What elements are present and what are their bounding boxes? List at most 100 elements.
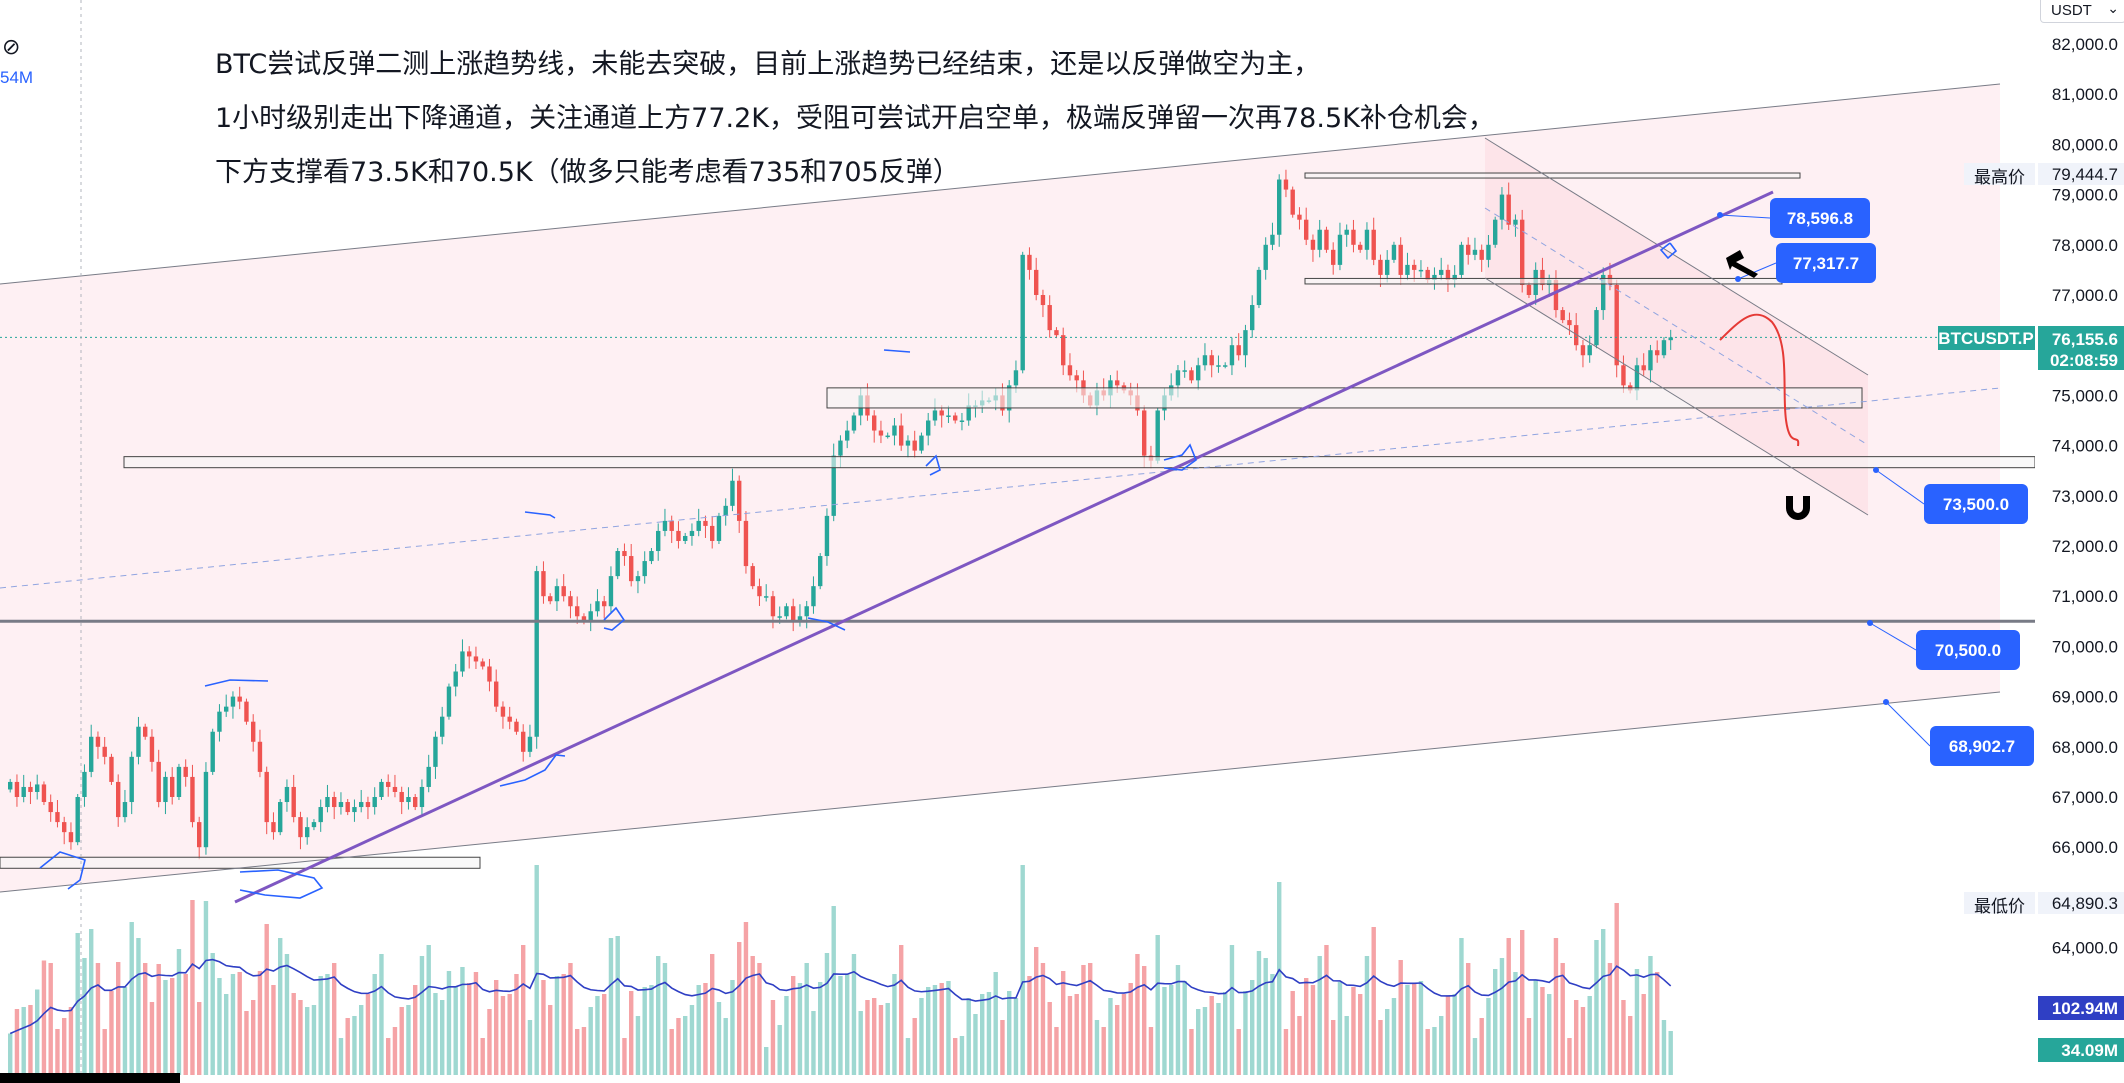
volume-bar — [1520, 930, 1525, 1075]
volume-bar — [656, 956, 661, 1075]
volume-bar — [804, 963, 809, 1075]
price-tick-label: 82,000.0 — [2052, 35, 2118, 54]
candle-body — [278, 802, 283, 833]
volume-bar — [1000, 1020, 1005, 1075]
candle-body — [872, 415, 877, 431]
candle-body — [885, 435, 890, 438]
channel-upper-line — [0, 83, 2001, 285]
candle-body — [1418, 269, 1424, 272]
candle-body — [487, 666, 492, 682]
candle-body — [230, 696, 236, 707]
volume-bar — [1034, 947, 1039, 1075]
candle-body — [1587, 345, 1592, 356]
volume-bar — [629, 991, 634, 1075]
candle-body — [845, 430, 850, 441]
candle-body — [1040, 295, 1046, 306]
volume-bar — [1189, 1029, 1194, 1075]
volume-bar — [784, 996, 789, 1075]
candle-body — [440, 716, 445, 737]
volume-bar — [1061, 971, 1066, 1075]
volume-bar — [1243, 991, 1248, 1075]
candle-body — [500, 706, 506, 717]
candle-body — [750, 566, 755, 587]
candle-body — [703, 520, 708, 526]
volume-bar — [1560, 963, 1565, 1075]
volume-bar — [1445, 996, 1451, 1075]
volume-bar — [1297, 1016, 1302, 1075]
volume-bar — [1202, 1007, 1208, 1075]
candle-body — [170, 776, 175, 797]
volume-bar — [1391, 998, 1397, 1075]
hide-drawings-icon[interactable]: ⊘ — [2, 34, 21, 59]
price-tick-label: 69,000.0 — [2052, 688, 2118, 707]
volume-bar — [284, 954, 290, 1075]
volume-bar — [399, 1007, 404, 1075]
volume-bar — [649, 985, 654, 1075]
candle-body — [1277, 179, 1282, 235]
candle-body — [1594, 310, 1599, 346]
candle-body — [1189, 370, 1194, 381]
price-tick-label: 71,000.0 — [2052, 587, 2118, 606]
candle-body — [1074, 375, 1079, 381]
candle-body — [939, 410, 944, 416]
candle-body — [345, 802, 350, 813]
candle-body — [1445, 269, 1451, 280]
volume-bar — [777, 1025, 782, 1075]
volume-ma-text: 34.09M — [2061, 1041, 2118, 1060]
volume-bar — [1020, 865, 1025, 1075]
candle-body — [696, 520, 701, 531]
volume-bar — [1337, 982, 1343, 1075]
candle-body — [1202, 355, 1208, 366]
volume-bar — [183, 974, 188, 1075]
volume-bar — [305, 1007, 310, 1075]
candle-body — [460, 651, 465, 672]
volume-bar — [1547, 994, 1552, 1075]
hammer-icon — [1726, 250, 1758, 278]
volume-bar — [973, 1014, 978, 1075]
price-badge — [1924, 484, 2028, 524]
candle-body — [959, 420, 965, 422]
volume-bar — [386, 1038, 391, 1075]
candle-body — [966, 405, 971, 421]
hand-drawn-mark — [39, 851, 86, 890]
volume-bar — [575, 1029, 580, 1075]
badge-pointer-line — [1885, 701, 1931, 747]
volume-bar — [953, 1038, 958, 1075]
volume-bar — [561, 974, 566, 1075]
candle-body — [743, 520, 749, 567]
volume-bar — [1385, 1009, 1390, 1075]
low-value-tag — [2038, 892, 2124, 914]
candle-body — [473, 656, 479, 662]
volume-bar — [1364, 956, 1370, 1075]
candle-body — [669, 520, 674, 531]
candle-body — [1580, 345, 1586, 356]
volume-bar — [8, 1033, 13, 1075]
volume-bar — [291, 993, 296, 1075]
volume-bar — [1270, 974, 1275, 1075]
volume-bar — [581, 1027, 587, 1075]
support-line-73500 — [123, 456, 2036, 469]
volume-bar — [197, 1002, 202, 1075]
price-badge — [1916, 630, 2020, 670]
currency-selector[interactable]: USDT ⌄ — [2040, 0, 2124, 23]
candle-body — [926, 420, 931, 436]
candle-body — [41, 784, 47, 803]
volume-bar — [885, 1003, 890, 1075]
volume-bar — [1614, 903, 1619, 1075]
candle-body — [1661, 340, 1667, 356]
volume-bar — [1533, 980, 1538, 1075]
volume-bar — [1621, 1000, 1626, 1075]
candle-body — [1655, 350, 1660, 356]
price-tick-label: 70,000.0 — [2052, 637, 2118, 656]
volume-bar — [1466, 963, 1471, 1075]
volume-bar — [1439, 1016, 1444, 1075]
volume-bar — [1479, 1018, 1484, 1075]
volume-bar — [237, 972, 242, 1075]
volume-bar — [892, 974, 897, 1075]
candle-body — [608, 576, 614, 607]
volume-bar — [615, 936, 620, 1075]
price-tick-label: 77,000.0 — [2052, 286, 2118, 305]
volume-bar — [568, 963, 573, 1075]
hand-drawn-mark — [603, 606, 626, 631]
